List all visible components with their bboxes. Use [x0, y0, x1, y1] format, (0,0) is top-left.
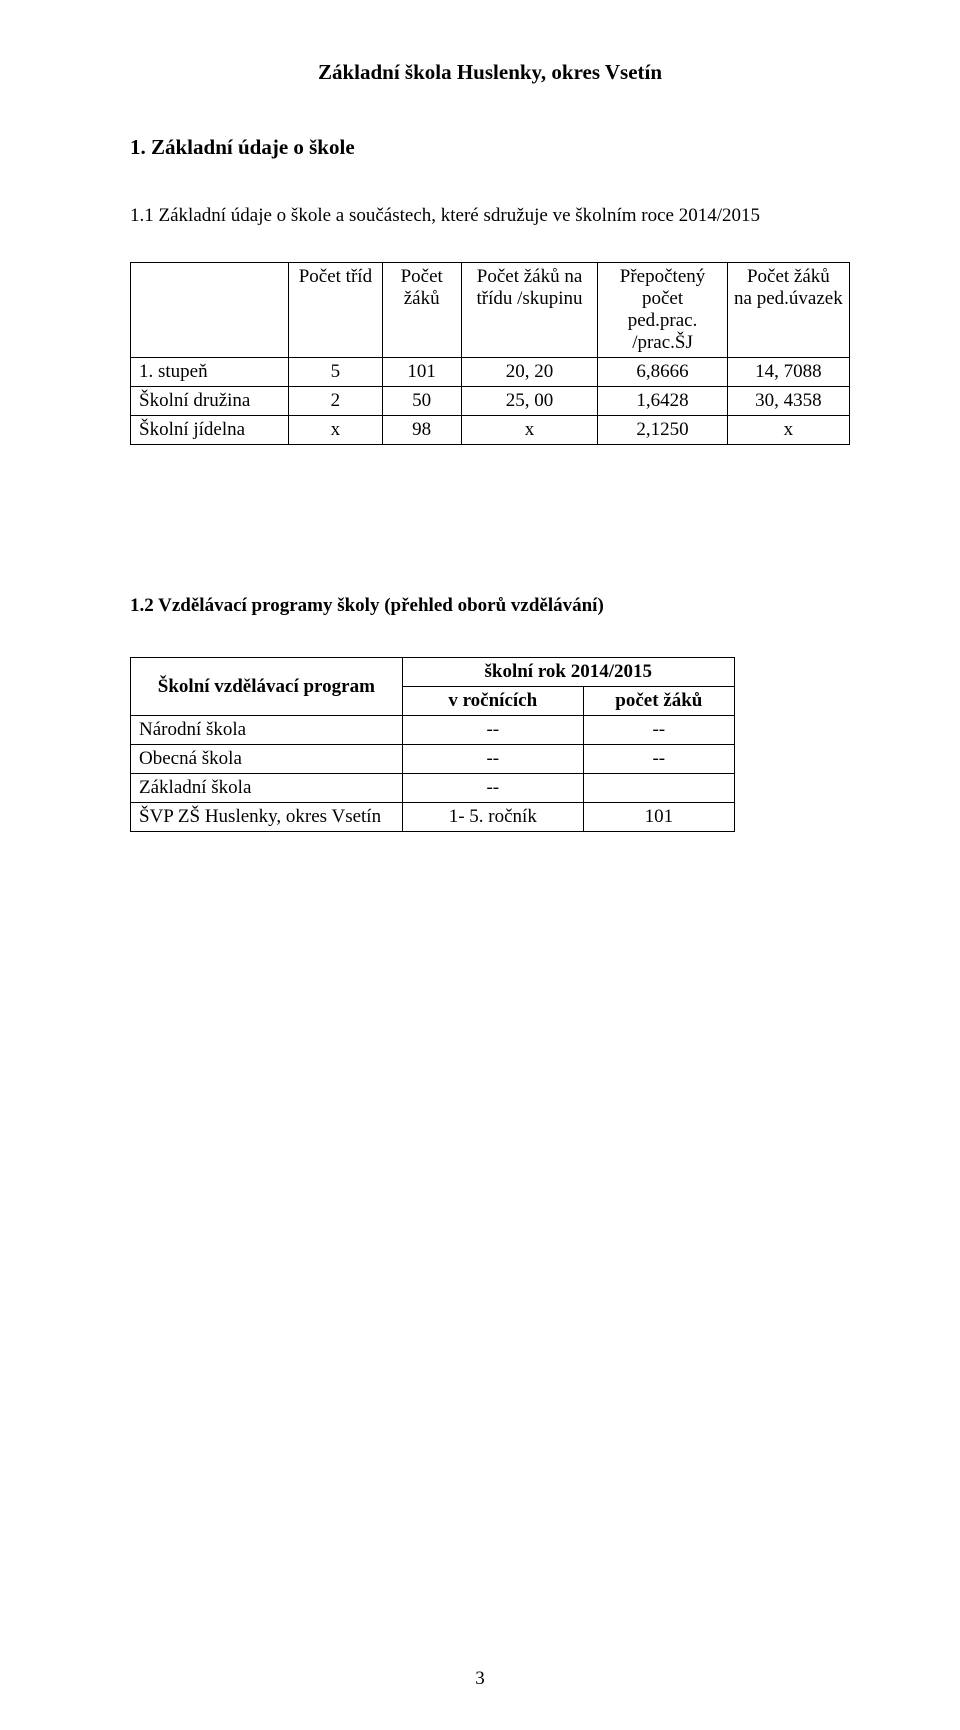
t1-h2: Počet žáků [382, 263, 461, 358]
t2-r2-b [583, 774, 734, 803]
t2-r3-label: ŠVP ZŠ Huslenky, okres Vsetín [131, 803, 403, 832]
table-2: Školní vzdělávací program školní rok 201… [130, 657, 735, 832]
t2-year-header: školní rok 2014/2015 [402, 658, 734, 687]
t1-r2-d: 2,1250 [598, 416, 727, 445]
table-row: Základní škola -- [131, 774, 735, 803]
t1-h5-l1: Počet žáků [747, 266, 830, 287]
t1-r2-e: x [727, 416, 849, 445]
t1-r1-a: 2 [289, 387, 382, 416]
t1-r0-d: 6,8666 [598, 358, 727, 387]
t1-h5-l2: na ped.úvazek [734, 288, 843, 309]
t1-r2-b: 98 [382, 416, 461, 445]
table-row: Školní jídelna x 98 x 2,1250 x [131, 416, 850, 445]
t2-r2-a: -- [402, 774, 583, 803]
document-title: Základní škola Huslenky, okres Vsetín [130, 60, 850, 85]
t1-r2-label: Školní jídelna [131, 416, 289, 445]
t1-r1-b: 50 [382, 387, 461, 416]
t1-r0-e: 14, 7088 [727, 358, 849, 387]
t1-h5: Počet žáků na ped.úvazek [727, 263, 849, 358]
t2-col-a: v ročnících [402, 687, 583, 716]
t1-r1-label: Školní družina [131, 387, 289, 416]
t2-r0-a: -- [402, 716, 583, 745]
t1-h1: Počet tříd [289, 263, 382, 358]
table-row: Obecná škola -- -- [131, 745, 735, 774]
t1-r0-b: 101 [382, 358, 461, 387]
t1-r0-label: 1. stupeň [131, 358, 289, 387]
t2-r1-a: -- [402, 745, 583, 774]
t2-r3-a: 1- 5. ročník [402, 803, 583, 832]
section-1-1-heading: 1.1 Základní údaje o škole a součástech,… [130, 205, 850, 227]
table-row: Školní vzdělávací program školní rok 201… [131, 658, 735, 687]
table-row: ŠVP ZŠ Huslenky, okres Vsetín 1- 5. ročn… [131, 803, 735, 832]
t2-col-b: počet žáků [583, 687, 734, 716]
t1-r2-a: x [289, 416, 382, 445]
t1-r1-d: 1,6428 [598, 387, 727, 416]
t1-r1-c: 25, 00 [461, 387, 598, 416]
t1-h3: Počet žáků na třídu /skupinu [461, 263, 598, 358]
table-row: Národní škola -- -- [131, 716, 735, 745]
section-1-2-heading: 1.2 Vzdělávací programy školy (přehled o… [130, 595, 850, 617]
t1-h4-l1: Přepočtený [620, 266, 705, 287]
t1-corner [131, 263, 289, 358]
t1-r1-e: 30, 4358 [727, 387, 849, 416]
table-1: Počet tříd Počet žáků Počet žáků na tříd… [130, 262, 850, 445]
t2-r1-label: Obecná škola [131, 745, 403, 774]
t2-r2-label: Základní škola [131, 774, 403, 803]
t1-h4-l3: ped.prac. [628, 310, 698, 331]
page-number: 3 [0, 1668, 960, 1690]
t1-r0-a: 5 [289, 358, 382, 387]
table-row: 1. stupeň 5 101 20, 20 6,8666 14, 7088 [131, 358, 850, 387]
table-row: Školní družina 2 50 25, 00 1,6428 30, 43… [131, 387, 850, 416]
t1-h4-l4: /prac.ŠJ [632, 332, 693, 353]
t2-r0-b: -- [583, 716, 734, 745]
t2-r3-b: 101 [583, 803, 734, 832]
t2-program-header: Školní vzdělávací program [131, 658, 403, 716]
section-1-heading: 1. Základní údaje o škole [130, 135, 850, 160]
t2-r1-b: -- [583, 745, 734, 774]
t1-r2-c: x [461, 416, 598, 445]
t1-r0-c: 20, 20 [461, 358, 598, 387]
t1-h4-l2: počet [642, 288, 683, 309]
t1-h4: Přepočtený počet ped.prac. /prac.ŠJ [598, 263, 727, 358]
t2-r0-label: Národní škola [131, 716, 403, 745]
table-row: Počet tříd Počet žáků Počet žáků na tříd… [131, 263, 850, 358]
